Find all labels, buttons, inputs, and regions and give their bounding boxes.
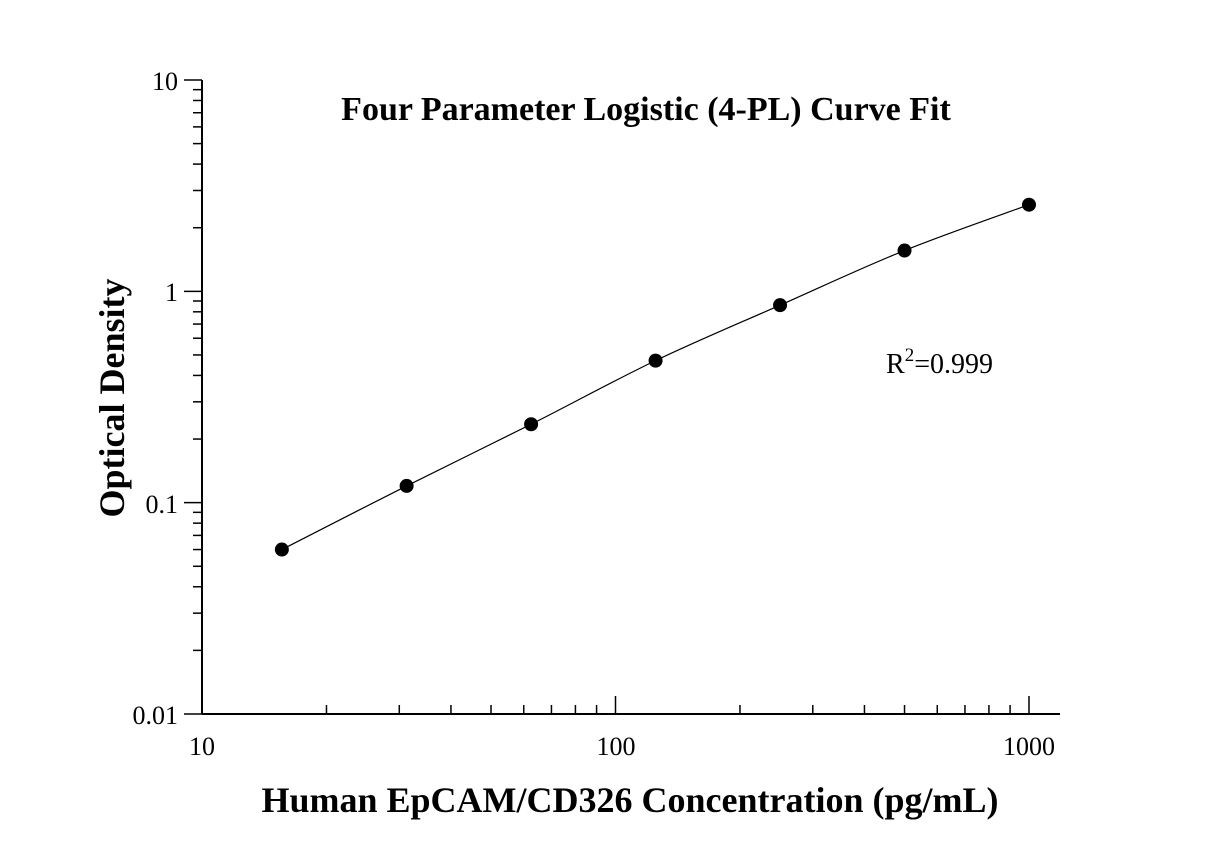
data-point	[1022, 197, 1036, 212]
chart-title: Four Parameter Logistic (4-PL) Curve Fit	[341, 91, 951, 128]
data-point	[648, 353, 663, 368]
y-tick-label-10: 10	[152, 67, 178, 96]
y-axis-label: Optical Density	[92, 279, 132, 518]
plot-frame	[201, 80, 1060, 715]
x-tick-label-100: 100	[597, 732, 636, 761]
x-axis-label: Human EpCAM/CD326 Concentration (pg/mL)	[261, 780, 998, 820]
r-squared-value: =0.999	[914, 349, 993, 380]
y-tick-label-1: 1	[165, 278, 178, 307]
r-squared-annotation: R2=0.999	[886, 345, 993, 380]
x-tick-label-10: 10	[189, 732, 215, 761]
x-tick-label-1000: 1000	[1003, 732, 1055, 761]
data-point	[897, 243, 912, 258]
data-point	[773, 298, 788, 313]
y-axis-ticks	[184, 79, 202, 715]
data-point	[274, 542, 289, 557]
r-squared-superscript: 2	[905, 345, 915, 366]
r-squared-base: R	[886, 349, 905, 380]
data-point	[399, 478, 414, 493]
y-tick-label-0.1: 0.1	[146, 490, 179, 519]
data-points	[274, 197, 1036, 557]
x-axis-ticks	[201, 696, 1030, 714]
data-point	[524, 417, 539, 432]
y-tick-label-0.01: 0.01	[133, 701, 179, 730]
